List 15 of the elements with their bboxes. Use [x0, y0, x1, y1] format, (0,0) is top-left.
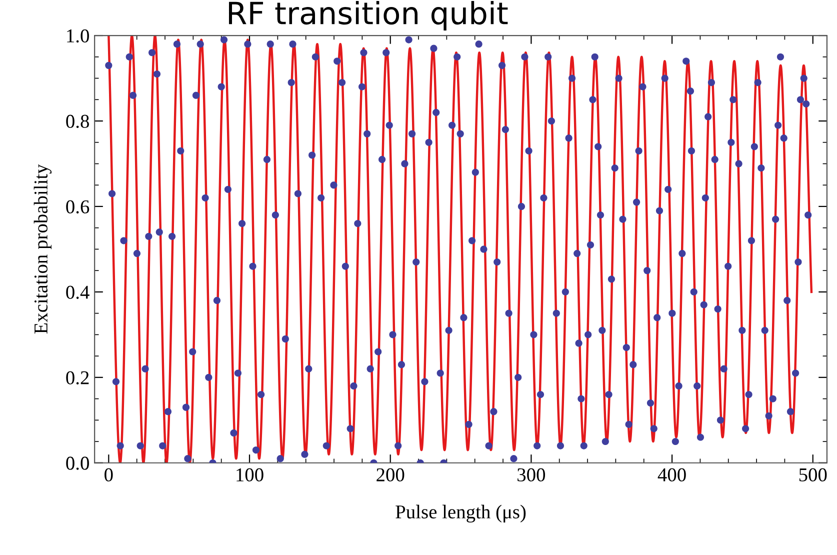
x-tick-label: 100 [236, 468, 264, 482]
y-tick-label: 1.0 [67, 29, 89, 43]
x-tick-label: 200 [376, 468, 404, 482]
x-tick-label: 400 [658, 468, 686, 482]
y-tick-label: 0.0 [66, 456, 89, 470]
x-tick-label: 0 [104, 468, 113, 482]
x-tick-label: 300 [518, 468, 546, 482]
y-tick-label: 0.4 [66, 286, 90, 299]
x-tick-label: 500 [799, 468, 827, 482]
chart-title: RF transition qubit [228, 0, 508, 31]
y-tick-label: 0.8 [66, 114, 89, 128]
y-tick-label: 0.2 [66, 371, 89, 384]
x-axis-title: Pulse length (μs) [396, 504, 526, 522]
y-axis-title: Excitation probability [34, 164, 52, 334]
y-tick-label: 0.6 [66, 200, 90, 214]
